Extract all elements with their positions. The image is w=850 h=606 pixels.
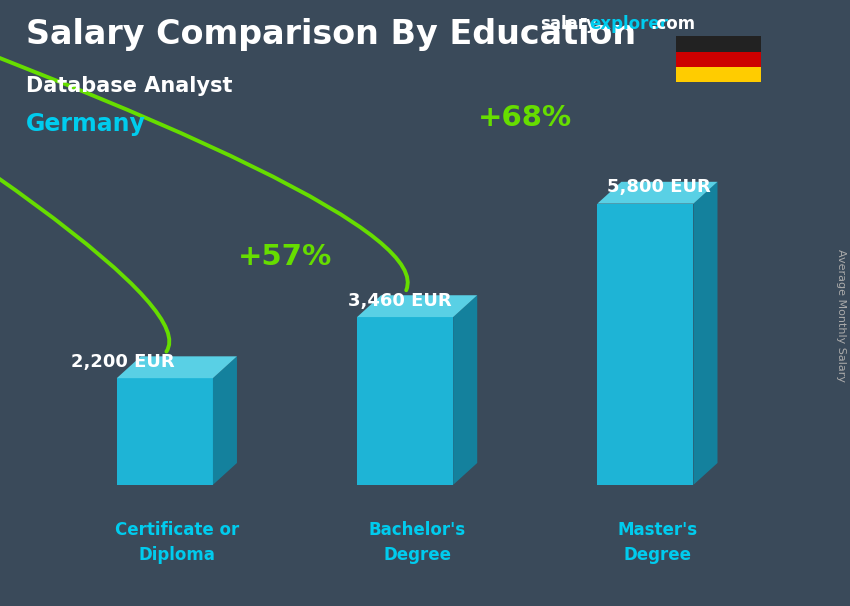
Polygon shape [116,356,237,378]
Text: salary: salary [540,15,597,33]
Polygon shape [357,295,477,317]
Text: Germany: Germany [26,112,145,136]
Text: 5,800 EUR: 5,800 EUR [607,178,711,196]
Text: 2,200 EUR: 2,200 EUR [71,353,174,371]
Text: Average Monthly Salary: Average Monthly Salary [836,248,846,382]
Text: +57%: +57% [238,244,332,271]
Text: .com: .com [650,15,695,33]
Text: +68%: +68% [479,104,572,132]
Polygon shape [694,182,717,485]
Text: Master's
Degree: Master's Degree [617,521,698,564]
Polygon shape [357,317,453,485]
Polygon shape [116,378,212,485]
Polygon shape [212,356,237,485]
Text: Certificate or
Diploma: Certificate or Diploma [115,521,239,564]
Text: 3,460 EUR: 3,460 EUR [348,291,451,310]
Text: explorer: explorer [589,15,668,33]
Bar [676,52,761,67]
Text: Bachelor's
Degree: Bachelor's Degree [369,521,466,564]
Bar [676,67,761,82]
Bar [676,36,761,52]
Polygon shape [598,204,694,485]
Text: Salary Comparison By Education: Salary Comparison By Education [26,18,636,51]
Polygon shape [453,295,477,485]
Polygon shape [598,182,717,204]
Text: Database Analyst: Database Analyst [26,76,232,96]
